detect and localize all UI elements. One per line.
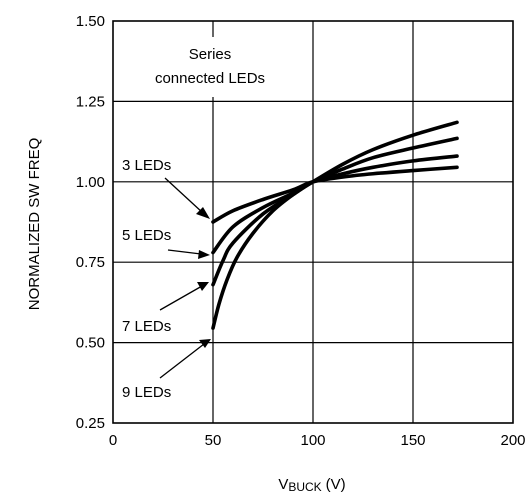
series-label-5-leds: 5 LEDs bbox=[122, 227, 171, 244]
x-tick-label-150: 150 bbox=[400, 432, 425, 449]
y-tick-label-0.25: 0.25 bbox=[76, 415, 105, 432]
arrow-3-leds bbox=[164, 177, 210, 219]
y-axis-label: NORMALIZED SW FREQ bbox=[26, 138, 43, 311]
x-axis-label-unit: (V) bbox=[326, 476, 346, 493]
x-tick-label-100: 100 bbox=[300, 432, 325, 449]
y-tick-label-0.75: 0.75 bbox=[76, 254, 105, 271]
y-tick-label-1.00: 1.00 bbox=[76, 174, 105, 191]
series-label-bg-7 bbox=[119, 313, 191, 337]
y-tick-label-1.50: 1.50 bbox=[76, 13, 105, 30]
annotation-line-2: connected LEDs bbox=[155, 70, 265, 87]
series-line-9-leds bbox=[211, 120, 459, 330]
series-label-bg-3 bbox=[119, 152, 191, 176]
y-tick-label-1.25: 1.25 bbox=[76, 93, 105, 110]
curve-layer bbox=[211, 120, 459, 330]
annotation-line-1: Series bbox=[189, 46, 232, 63]
arrow-5-leds bbox=[167, 249, 210, 259]
series-label-3-leds: 3 LEDs bbox=[122, 157, 171, 174]
x-axis-label-main: V bbox=[278, 476, 288, 493]
series-label-bg-9 bbox=[119, 379, 191, 403]
x-tick-label-0: 0 bbox=[109, 432, 117, 449]
x-tick-label-50: 50 bbox=[205, 432, 222, 449]
x-axis-label: VBUCK (V) bbox=[278, 476, 345, 494]
series-label-9-leds: 9 LEDs bbox=[122, 384, 171, 401]
y-tick-label-0.50: 0.50 bbox=[76, 335, 105, 352]
x-tick-label-200: 200 bbox=[500, 432, 525, 449]
series-label-7-leds: 7 LEDs bbox=[122, 318, 171, 335]
tick-layer: 0 50 100 150 200 0.25 0.50 0.75 1.00 1.25 1.50 bbox=[76, 13, 526, 449]
annotation-box bbox=[121, 37, 293, 97]
arrow-7-leds bbox=[159, 282, 209, 311]
arrow-9-leds bbox=[159, 339, 211, 379]
series-label-bg-5 bbox=[119, 222, 191, 246]
x-axis-label-sub: BUCK bbox=[288, 480, 321, 494]
